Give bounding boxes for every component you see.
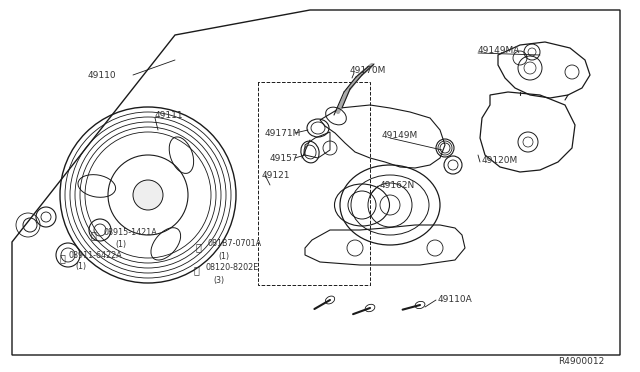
Text: 49110A: 49110A xyxy=(438,295,473,305)
Text: (1): (1) xyxy=(218,251,229,260)
Text: 081B7-0701A: 081B7-0701A xyxy=(207,240,261,248)
Text: 49162N: 49162N xyxy=(380,180,415,189)
Text: 49149MA: 49149MA xyxy=(478,45,520,55)
Text: 49121: 49121 xyxy=(262,170,291,180)
Text: 49120M: 49120M xyxy=(482,155,518,164)
Text: 08120-8202E: 08120-8202E xyxy=(206,263,259,273)
Text: (1): (1) xyxy=(115,240,126,248)
Text: 49171M: 49171M xyxy=(265,128,301,138)
Text: 49170M: 49170M xyxy=(350,65,387,74)
Text: 49110: 49110 xyxy=(88,71,116,80)
Text: Ⓝ: Ⓝ xyxy=(59,253,65,263)
Circle shape xyxy=(133,180,163,210)
Text: Ⓑ: Ⓑ xyxy=(195,242,201,252)
Text: 08915-1421A: 08915-1421A xyxy=(103,228,157,237)
Text: 49111: 49111 xyxy=(155,110,184,119)
Text: 49157: 49157 xyxy=(270,154,299,163)
Text: 49149M: 49149M xyxy=(382,131,419,140)
Text: Ⓦ: Ⓦ xyxy=(90,230,96,240)
Text: R4900012: R4900012 xyxy=(558,357,604,366)
Text: (3): (3) xyxy=(213,276,224,285)
Text: Ⓑ: Ⓑ xyxy=(193,265,199,275)
Text: (1): (1) xyxy=(75,263,86,272)
Text: 08911-6422A: 08911-6422A xyxy=(68,250,122,260)
